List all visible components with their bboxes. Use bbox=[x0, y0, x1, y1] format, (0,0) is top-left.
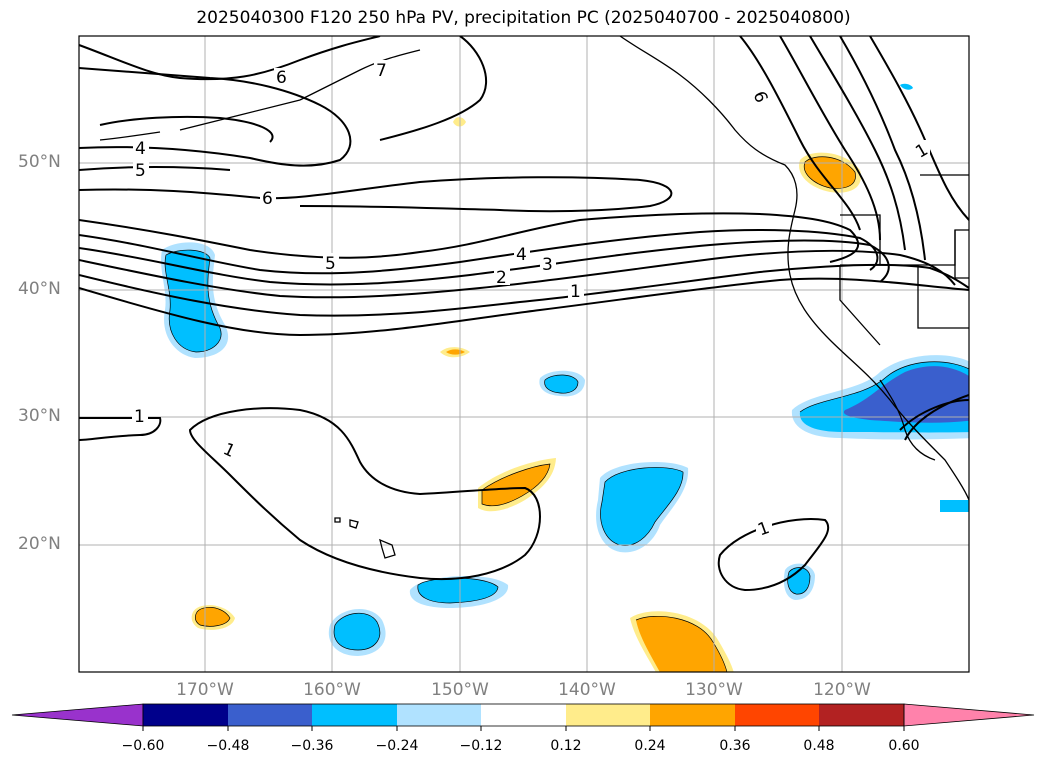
colorbar-tick-label: 0.48 bbox=[803, 738, 835, 754]
map-frame bbox=[78, 35, 970, 673]
colorbar-tick-label: −0.24 bbox=[375, 738, 419, 754]
graticule bbox=[79, 36, 969, 672]
contour-label: 1 bbox=[134, 407, 145, 427]
contour-label: 4 bbox=[516, 245, 527, 265]
lon-label: 140°W bbox=[558, 680, 616, 700]
colorbar-bin bbox=[819, 704, 904, 726]
lon-label: 160°W bbox=[303, 680, 361, 700]
colorbar-bin bbox=[312, 704, 397, 726]
colorbar-tick-label: −0.60 bbox=[121, 738, 165, 754]
lat-label: 50°N bbox=[18, 152, 61, 172]
colorbar-tick-label: 0.60 bbox=[888, 738, 920, 754]
contour-label: 3 bbox=[542, 255, 553, 275]
contour-label: 5 bbox=[135, 161, 146, 181]
precip-outlines bbox=[164, 156, 969, 672]
colorbar-bin bbox=[397, 704, 481, 726]
colorbar-bin bbox=[143, 704, 228, 726]
contour-label: 4 bbox=[135, 139, 146, 159]
colorbar-tick-label: −0.48 bbox=[206, 738, 250, 754]
colorbar-bin bbox=[228, 704, 312, 726]
colorbar-tick-label: 0.24 bbox=[634, 738, 666, 754]
contour-label: 2 bbox=[496, 268, 507, 288]
lon-label: 130°W bbox=[685, 680, 743, 700]
contour-label: 5 bbox=[325, 254, 336, 274]
contour-labels: 6 7 4 5 6 5 4 3 2 1 6 1 1 1 1 bbox=[132, 60, 932, 540]
map-background bbox=[79, 36, 969, 672]
contour-label: 1 bbox=[570, 282, 581, 302]
contour-label: 6 bbox=[262, 189, 273, 209]
colorbar-extend-high bbox=[903, 703, 1035, 727]
lon-label: 120°W bbox=[813, 680, 871, 700]
lat-label: 20°N bbox=[18, 534, 61, 554]
contour-label: 7 bbox=[376, 61, 387, 81]
colorbar bbox=[11, 703, 1035, 731]
lon-label: 170°W bbox=[176, 680, 234, 700]
colorbar-extend-low bbox=[11, 703, 144, 727]
colorbar-tick-label: 0.12 bbox=[550, 738, 582, 754]
colorbar-bin bbox=[735, 704, 819, 726]
map-title: 2025040300 F120 250 hPa PV, precipitatio… bbox=[196, 8, 851, 28]
contour-label: 6 bbox=[276, 68, 287, 88]
lat-label: 40°N bbox=[18, 279, 61, 299]
colorbar-bin bbox=[566, 704, 650, 726]
colorbar-bin bbox=[650, 704, 735, 726]
colorbar-tick-label: −0.12 bbox=[459, 738, 503, 754]
lon-label: 150°W bbox=[431, 680, 489, 700]
lat-label: 30°N bbox=[18, 406, 61, 426]
colorbar-tick-label: −0.36 bbox=[290, 738, 334, 754]
colorbar-tick-label: 0.36 bbox=[719, 738, 751, 754]
colorbar-bin bbox=[481, 704, 566, 726]
